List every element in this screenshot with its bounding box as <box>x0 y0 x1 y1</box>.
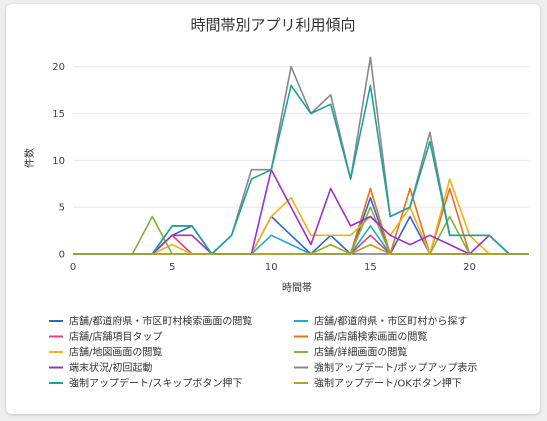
y-tick-label: 10 <box>52 156 65 167</box>
series-line-10 <box>73 243 529 255</box>
x-tick-label: 0 <box>70 262 76 273</box>
legend-label-8: 強制アップデート/ポップアップ表示 <box>314 361 477 374</box>
series-line-6 <box>73 206 529 255</box>
y-axis-label: 件数 <box>23 148 36 168</box>
x-tick-label: 15 <box>364 262 377 273</box>
legend-label-7: 端末状況/初回起動 <box>69 361 152 374</box>
x-tick-label: 5 <box>169 262 175 273</box>
y-tick-label: 20 <box>52 62 65 73</box>
y-tick-label: 0 <box>59 250 65 261</box>
legend-label-2: 店舗/都道府県・市区町村から探す <box>314 315 467 328</box>
chart-card: 時間帯別アプリ利用傾向 0 5 10 15 20 0 5 10 15 20 件数 時間帯 店舗/… <box>6 4 540 414</box>
series-line-5 <box>73 178 529 255</box>
legend-label-5: 店舗/地図画面の閲覧 <box>69 346 162 359</box>
series-lines <box>73 56 529 255</box>
x-axis-label: 時間帯 <box>282 281 312 294</box>
y-tick-label: 5 <box>59 203 65 214</box>
line-chart: 時間帯別アプリ利用傾向 0 5 10 15 20 0 5 10 15 20 件数 時間帯 店舗/… <box>23 16 529 390</box>
legend-label-4: 店舗/店舗検索画面の閲覧 <box>314 330 427 343</box>
legend: 店舗/都道府県・市区町村検索画面の閲覧 店舗/都道府県・市区町村から探す店舗/店舗… <box>49 315 477 390</box>
y-tick-labels: 0 5 10 15 20 <box>52 62 65 260</box>
x-tick-labels: 0 5 10 15 20 <box>70 262 476 273</box>
legend-label-10: 強制アップデート/OKボタン押下 <box>314 377 462 390</box>
chart-title: 時間帯別アプリ利用傾向 <box>190 16 355 34</box>
series-line-9 <box>73 84 529 255</box>
x-tick-label: 20 <box>463 262 476 273</box>
legend-label-9: 強制アップデート/スキップボタン押下 <box>69 377 242 390</box>
legend-label-3: 店舗/店舗項目タップ <box>69 330 162 343</box>
x-tick-label: 10 <box>265 262 278 273</box>
y-tick-label: 15 <box>52 109 65 120</box>
legend-label-6: 店舗/詳細画面の閲覧 <box>314 346 407 359</box>
legend-label-1: 店舗/都道府県・市区町村検索画面の閲覧 <box>69 315 252 328</box>
